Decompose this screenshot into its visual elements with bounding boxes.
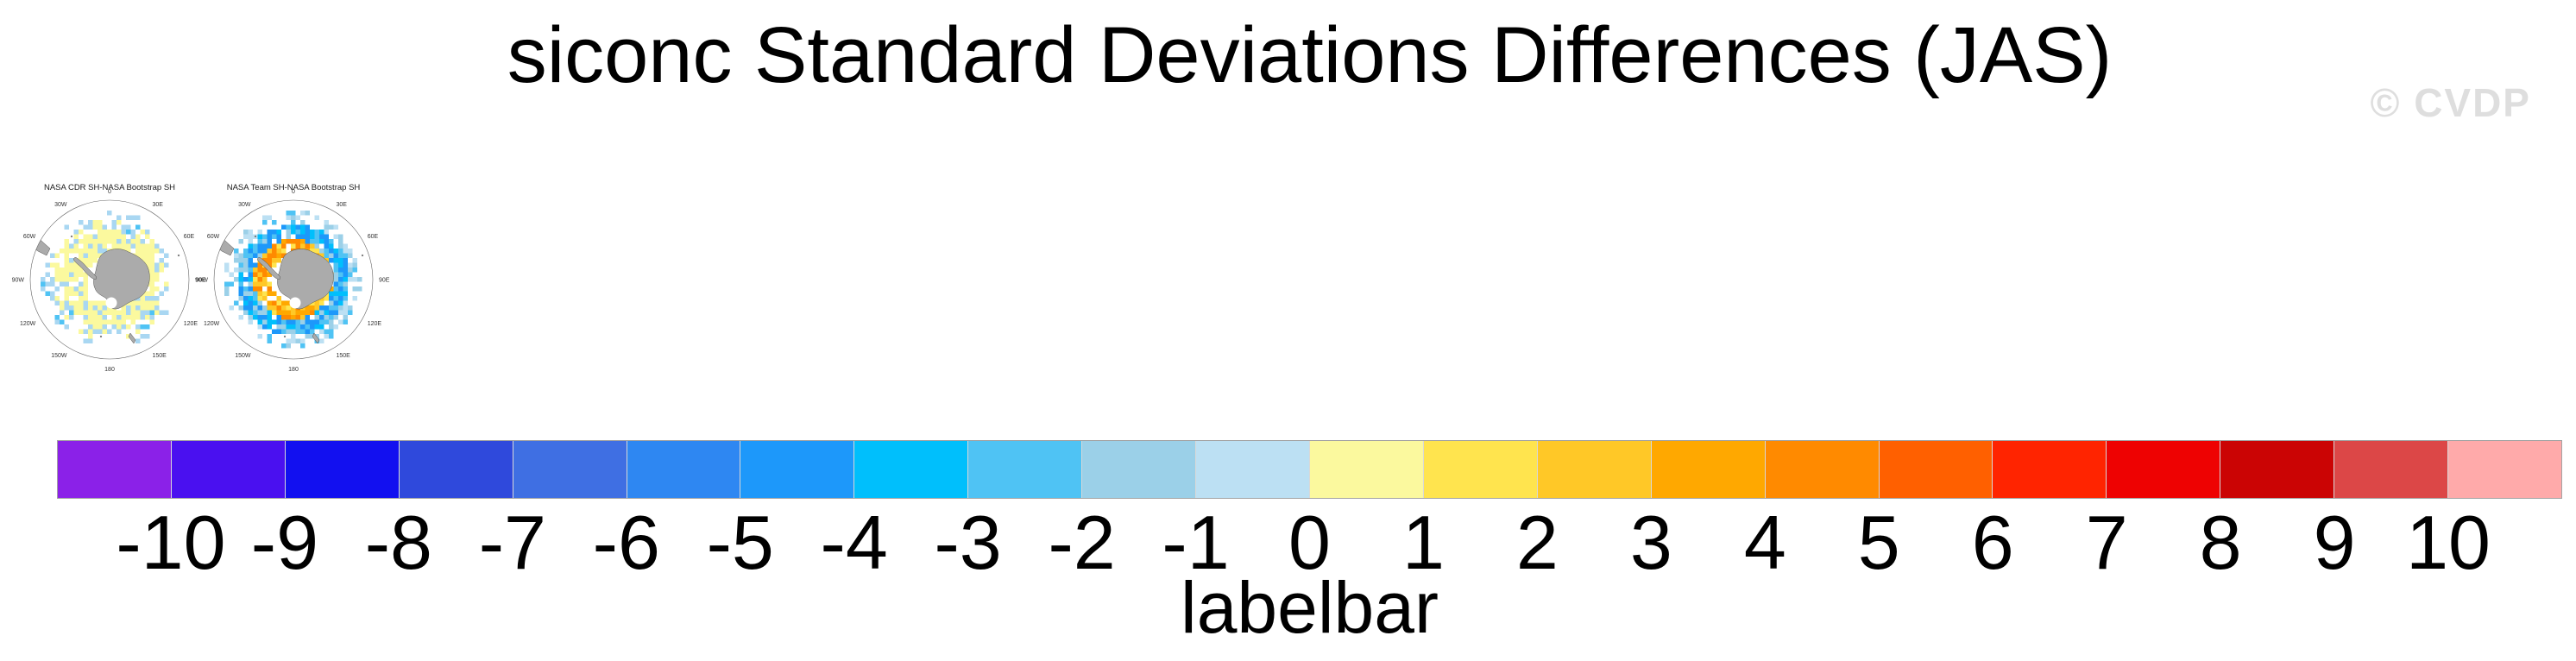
labelbar-box [1422, 441, 1537, 498]
longitude-tick-label: 30E [337, 202, 348, 208]
labelbar-box [853, 441, 968, 498]
labelbar-boxes [57, 440, 2562, 499]
antarctica-landmass [30, 235, 180, 344]
labelbar-box [740, 441, 854, 498]
labelbar-tick-label: 10 [2406, 500, 2491, 585]
longitude-tick-label: 120W [204, 321, 220, 327]
labelbar-box [967, 441, 1082, 498]
labelbar-tick-label: -10 [116, 500, 226, 585]
longitude-tick-label: 0 [108, 189, 111, 195]
longitude-tick-label: 120E [368, 321, 382, 327]
labelbar-box [2220, 441, 2334, 498]
map-frame-circle [29, 199, 190, 360]
longitude-tick-label: 30E [153, 202, 164, 208]
map-frame-circle [213, 199, 374, 360]
labelbar-box [1764, 441, 1879, 498]
labelbar-tick-label: -2 [1048, 500, 1116, 585]
labelbar-box [1650, 441, 1765, 498]
map-panel-0-canvas: 0 30E 60E 90E 120E 150E 180 150W 120W 90W 60W 30W [12, 189, 206, 373]
longitude-tick-label: 120W [20, 321, 36, 327]
labelbar-tick-label: 5 [1857, 500, 1900, 585]
longitude-tick-label: 150E [337, 353, 351, 359]
labelbar-box [2106, 441, 2220, 498]
labelbar-ticks: -10 -9 -8 -7 -6 -5 -4 -3 -2 -1 0 1 2 3 4 5 6 7 8 9 10 [57, 505, 2562, 581]
longitude-tick-label: 60W [207, 234, 220, 240]
labelbar-tick-label: 3 [1629, 500, 1672, 585]
labelbar-box [58, 441, 171, 498]
labelbar-box [1992, 441, 2107, 498]
labelbar-box [1878, 441, 1993, 498]
labelbar-tick-label: 0 [1288, 500, 1331, 585]
page-title: siconc Standard Deviations Differences (… [507, 11, 2113, 99]
labelbar-tick-label: -4 [820, 500, 888, 585]
longitude-tick-label: 60E [368, 234, 379, 240]
labelbar-box [1308, 441, 1423, 498]
longitude-tick-label: 150W [51, 353, 67, 359]
labelbar-caption: labelbar [1181, 567, 1439, 648]
longitude-tick-label: 150E [153, 353, 167, 359]
labelbar-box [1195, 441, 1309, 498]
longitude-tick-label: 0 [292, 189, 295, 195]
labelbar-box [2447, 441, 2561, 498]
labelbar-tick-label: 7 [2085, 500, 2128, 585]
labelbar-tick-label: -9 [250, 500, 319, 585]
labelbar-tick-label: -6 [592, 500, 660, 585]
labelbar-tick-label: -7 [478, 500, 546, 585]
labelbar-tick-label: 1 [1401, 500, 1445, 585]
labelbar-tick-label: 6 [1971, 500, 2014, 585]
longitude-tick-label: 90E [379, 278, 390, 284]
longitude-tick-label: 60E [184, 234, 195, 240]
labelbar-tick-label: 9 [2313, 500, 2356, 585]
labelbar-box [2334, 441, 2448, 498]
labelbar-tick-label: 4 [1743, 500, 1786, 585]
longitude-tick-label: 120E [184, 321, 198, 327]
map-panel-0-title: NASA CDR SH-NASA Bootstrap SH [43, 183, 176, 192]
cvdp-watermark: © CVDP [2370, 80, 2531, 125]
longitude-tick-label: 90W [196, 278, 209, 284]
longitude-tick-label: 30W [238, 202, 251, 208]
labelbar-box [626, 441, 740, 498]
labelbar-tick-label: 8 [2199, 500, 2242, 585]
labelbar-tick-label: -1 [1162, 500, 1230, 585]
labelbar-box [1536, 441, 1651, 498]
longitude-tick-label: 150W [235, 353, 251, 359]
labelbar-tick-label: 2 [1515, 500, 1559, 585]
labelbar-box [1081, 441, 1196, 498]
labelbar-box [512, 441, 627, 498]
longitude-tick-label: 30W [54, 202, 67, 208]
longitude-tick-label: 180 [104, 367, 115, 373]
labelbar-tick-label: -8 [364, 500, 432, 585]
labelbar-box [398, 441, 513, 498]
longitude-tick-label: 90W [12, 278, 25, 284]
longitude-tick-label: 90E [195, 278, 206, 284]
labelbar-box [284, 441, 399, 498]
longitude-tick-label: 180 [288, 367, 299, 373]
labelbar-tick-label: -3 [934, 500, 1002, 585]
map-panel-1-canvas: 0 30E 60E 90E 120E 150E 180 150W 120W 90W 60W 30W [196, 189, 390, 373]
map-panel-1-title: NASA Team SH-NASA Bootstrap SH [226, 183, 361, 192]
longitude-tick-label: 60W [23, 234, 36, 240]
labelbar-tick-label: -5 [706, 500, 774, 585]
labelbar-box [170, 441, 285, 498]
